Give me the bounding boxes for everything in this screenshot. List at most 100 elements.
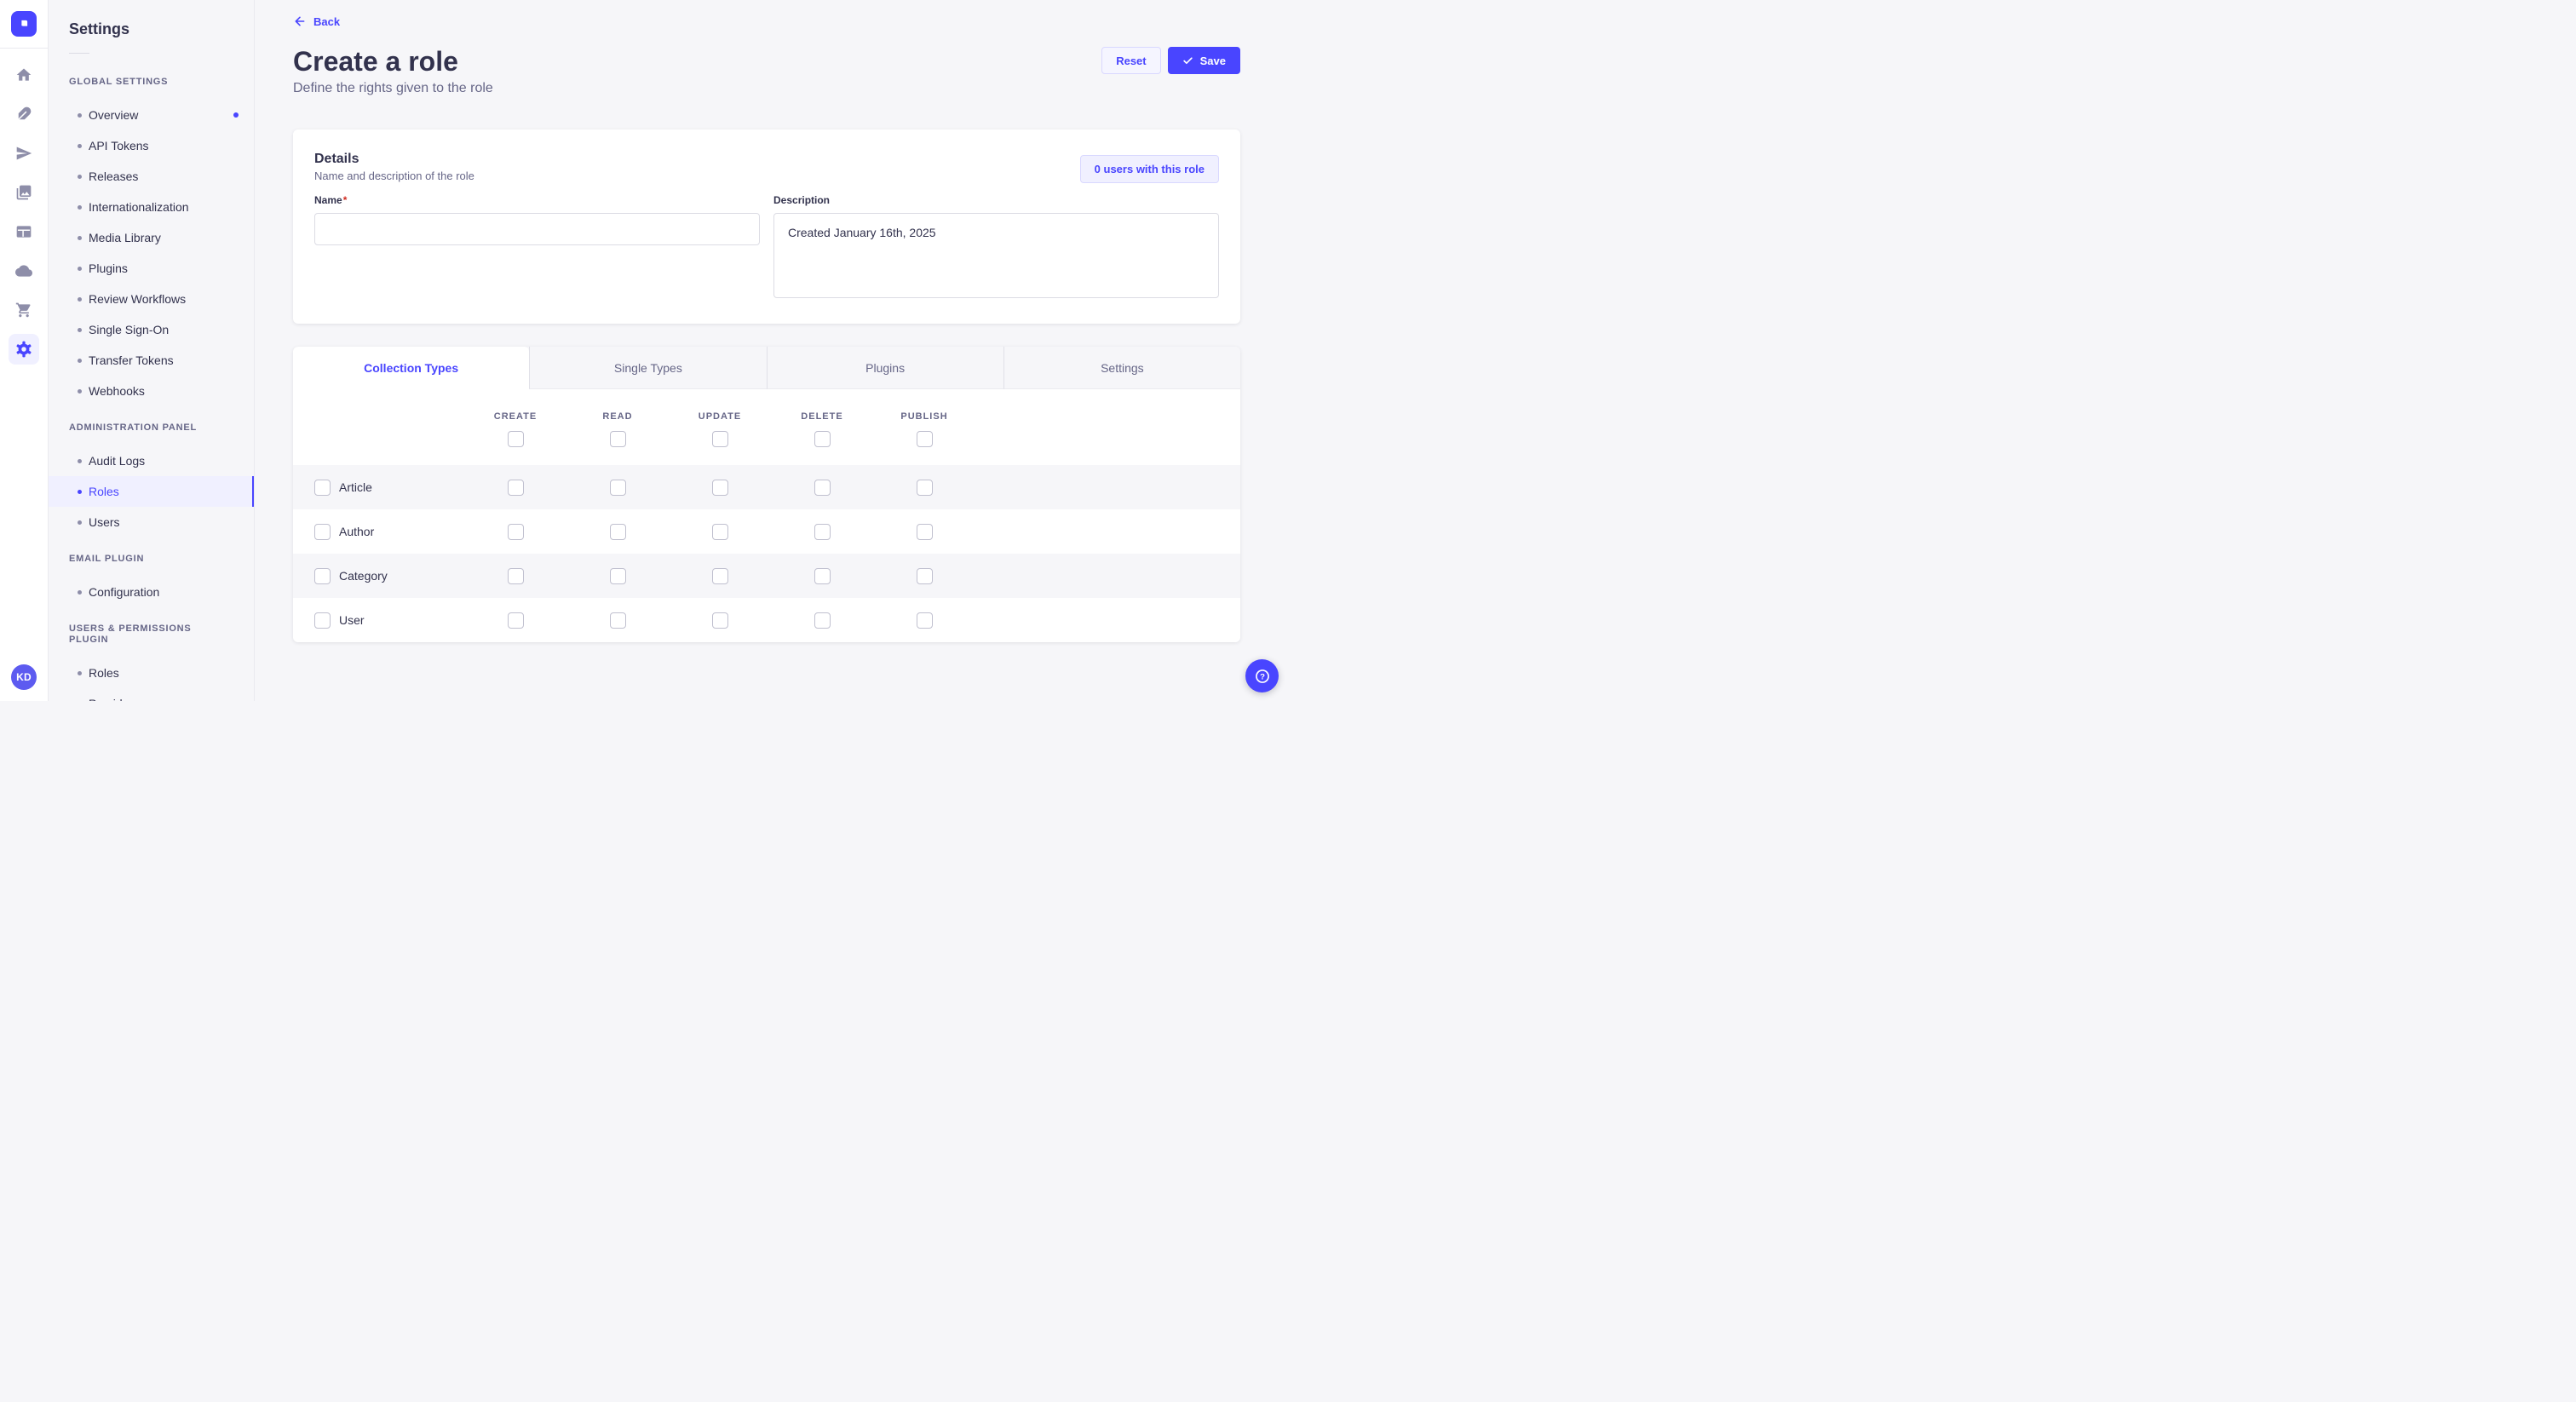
page-title: Create a role — [293, 46, 458, 77]
sidebar-item-review-workflows[interactable]: Review Workflows — [49, 284, 254, 314]
reset-button[interactable]: Reset — [1101, 47, 1161, 74]
checkbox-author-delete[interactable] — [814, 523, 831, 540]
section-email-plugin: EMAIL PLUGIN Configuration — [49, 554, 254, 607]
description-textarea[interactable]: Created January 16th, 2025 — [773, 213, 1219, 298]
icon-rail: KD — [0, 0, 49, 701]
select-all-update-checkbox[interactable] — [711, 431, 728, 447]
section-administration-panel: ADMINISTRATION PANEL Audit Logs Roles Us… — [49, 422, 254, 537]
layout-panel-icon[interactable] — [9, 216, 39, 247]
bullet-icon — [78, 112, 82, 118]
bullet-icon — [78, 358, 82, 363]
svg-text:?: ? — [1260, 672, 1265, 681]
checkbox-user-create[interactable] — [507, 612, 524, 629]
checkbox-user-read[interactable] — [609, 612, 626, 629]
bullet-icon — [78, 489, 82, 494]
sidebar-item-api-tokens[interactable]: API Tokens — [49, 130, 254, 161]
sidebar-item-internationalization[interactable]: Internationalization — [49, 192, 254, 222]
column-header-read: READ — [602, 411, 633, 422]
name-field-group: Name* — [314, 194, 760, 302]
back-link[interactable]: Back — [293, 14, 340, 28]
sidebar-title: Settings — [69, 20, 130, 37]
sidebar-item-releases[interactable]: Releases — [49, 161, 254, 192]
strapi-logo[interactable] — [11, 11, 37, 37]
bullet-icon — [78, 174, 82, 179]
sidebar-item-media-library[interactable]: Media Library — [49, 222, 254, 253]
sidebar-item-roles-active[interactable]: Roles — [49, 476, 254, 507]
user-avatar[interactable]: KD — [11, 664, 37, 690]
sidebar-item-overview[interactable]: Overview — [49, 100, 254, 130]
sidebar-item-audit-logs[interactable]: Audit Logs — [49, 445, 254, 476]
save-button[interactable]: Save — [1167, 47, 1240, 74]
sidebar-item-webhooks[interactable]: Webhooks — [49, 376, 254, 406]
bullet-icon — [78, 327, 82, 332]
tab-plugins[interactable]: Plugins — [766, 347, 1003, 389]
sidebar-item-up-roles[interactable]: Roles — [49, 658, 254, 688]
rail-nav — [9, 60, 39, 365]
section-label: EMAIL PLUGIN — [69, 554, 145, 564]
marketplace-cart-icon[interactable] — [9, 295, 39, 325]
select-all-read-checkbox[interactable] — [609, 431, 626, 447]
checkbox-category-read[interactable] — [609, 567, 626, 584]
checkbox-user-update[interactable] — [711, 612, 728, 629]
table-row-category: Category — [293, 554, 1240, 598]
arrow-left-icon — [295, 16, 305, 26]
section-global-settings: GLOBAL SETTINGS Overview API Tokens Rele… — [49, 77, 254, 406]
column-header-delete: DELETE — [801, 411, 843, 422]
checkbox-category-create[interactable] — [507, 567, 524, 584]
checkbox-user-publish[interactable] — [916, 612, 933, 629]
details-form: Name* Description Created January 16th, … — [314, 194, 1219, 302]
checkbox-author-publish[interactable] — [916, 523, 933, 540]
checkbox-user-delete[interactable] — [814, 612, 831, 629]
checkbox-article-publish[interactable] — [916, 479, 933, 496]
settings-gear-icon[interactable] — [9, 334, 39, 365]
checkbox-article-update[interactable] — [711, 479, 728, 496]
select-all-create-checkbox[interactable] — [507, 431, 524, 447]
permissions-table-header: CREATE READ UPDATE DELETE PUBLISH — [293, 389, 1240, 465]
help-button[interactable]: ? — [1245, 659, 1279, 692]
tab-settings[interactable]: Settings — [1003, 347, 1240, 389]
checkbox-article-create[interactable] — [507, 479, 524, 496]
column-labels-row: CREATE READ UPDATE DELETE PUBLISH — [293, 411, 1240, 422]
row-select-checkbox-user[interactable] — [314, 612, 331, 629]
strapi-logo-icon — [21, 20, 28, 26]
checkbox-author-create[interactable] — [507, 523, 524, 540]
row-select-checkbox-article[interactable] — [314, 479, 331, 496]
cloud-icon[interactable] — [9, 256, 39, 286]
checkbox-category-delete[interactable] — [814, 567, 831, 584]
sidebar-item-configuration[interactable]: Configuration — [49, 577, 254, 607]
users-with-role-button[interactable]: 0 users with this role — [1079, 155, 1219, 183]
name-input[interactable] — [314, 213, 760, 245]
checkbox-category-publish[interactable] — [916, 567, 933, 584]
content-type-label: Category — [339, 569, 388, 583]
row-select-checkbox-category[interactable] — [314, 567, 331, 584]
content-manager-feather-icon[interactable] — [9, 99, 39, 129]
checkbox-article-delete[interactable] — [814, 479, 831, 496]
description-field-group: Description Created January 16th, 2025 — [773, 194, 1219, 302]
table-row-article: Article — [293, 465, 1240, 509]
sidebar-item-single-sign-on[interactable]: Single Sign-On — [49, 314, 254, 345]
question-mark-icon: ? — [1255, 669, 1269, 683]
checkbox-author-read[interactable] — [609, 523, 626, 540]
tab-collection-types[interactable]: Collection Types — [293, 347, 530, 389]
tab-single-types[interactable]: Single Types — [529, 347, 767, 389]
sidebar-item-users[interactable]: Users — [49, 507, 254, 537]
bullet-icon — [78, 458, 82, 463]
header-actions: Reset Save — [1101, 47, 1240, 74]
row-select-checkbox-author[interactable] — [314, 523, 331, 540]
permissions-card: Collection Types Single Types Plugins Se… — [293, 347, 1240, 642]
bullet-icon — [78, 143, 82, 148]
sidebar-item-transfer-tokens[interactable]: Transfer Tokens — [49, 345, 254, 376]
content-type-label: User — [339, 613, 365, 627]
checkbox-category-update[interactable] — [711, 567, 728, 584]
select-all-delete-checkbox[interactable] — [814, 431, 831, 447]
media-library-pictures-icon[interactable] — [9, 177, 39, 208]
checkbox-article-read[interactable] — [609, 479, 626, 496]
content-type-builder-paper-plane-icon[interactable] — [9, 138, 39, 169]
checkbox-author-update[interactable] — [711, 523, 728, 540]
bullet-icon — [78, 204, 82, 210]
sidebar-item-plugins[interactable]: Plugins — [49, 253, 254, 284]
sidebar-item-providers[interactable]: Providers — [49, 688, 254, 701]
select-all-publish-checkbox[interactable] — [916, 431, 933, 447]
table-row-author: Author — [293, 509, 1240, 554]
home-icon[interactable] — [9, 60, 39, 90]
